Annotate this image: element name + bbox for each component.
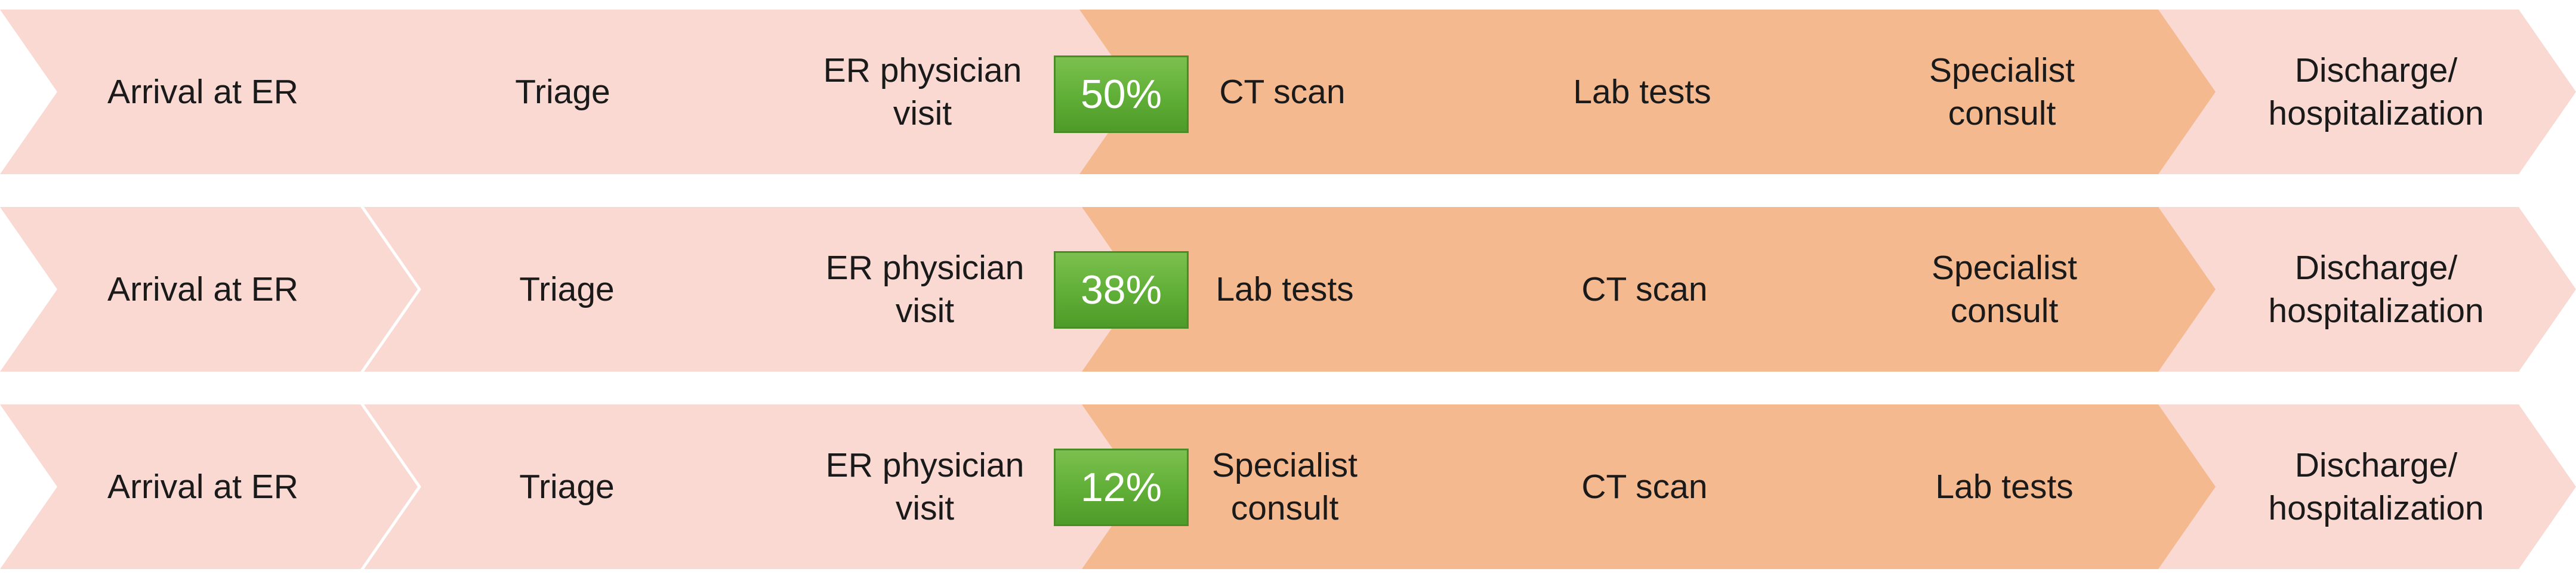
pathway-row-3: Arrival at ER Triage ER physician visit … <box>0 404 2576 569</box>
step-lab-tests: Lab tests <box>1801 404 2219 569</box>
step-label: Lab tests <box>1215 270 1354 308</box>
step-label: Arrival at ER <box>107 73 298 111</box>
percentage-badge: 12% <box>1054 449 1189 526</box>
step-label: Triage <box>515 73 610 111</box>
step-label: Discharge/ hospitalization <box>2268 51 2484 132</box>
step-label: Triage <box>519 468 615 506</box>
step-label: ER physician visit <box>825 446 1025 527</box>
step-arrival: Arrival at ER <box>0 404 418 569</box>
step-triage: Triage <box>364 404 782 569</box>
step-specialist-consult: Specialist consult <box>1801 207 2219 372</box>
percentage-badge: 38% <box>1054 251 1189 329</box>
pathway-row-1: Arrival at ER Triage ER physician visit … <box>0 10 2576 174</box>
step-label: CT scan <box>1219 73 1346 111</box>
step-ct-scan: CT scan <box>1442 404 1859 569</box>
step-label: Specialist consult <box>1932 249 2077 330</box>
step-label: ER physician visit <box>823 51 1022 132</box>
step-label: Specialist consult <box>1212 446 1358 527</box>
step-label: Lab tests <box>1935 468 2074 506</box>
step-discharge: Discharge/ hospitalization <box>2158 10 2576 174</box>
step-label: ER physician visit <box>825 249 1025 330</box>
step-label: Lab tests <box>1573 73 1711 111</box>
step-label: Discharge/ hospitalization <box>2268 249 2484 330</box>
percentage-badge: 50% <box>1054 55 1189 133</box>
step-discharge: Discharge/ hospitalization <box>2158 404 2576 569</box>
step-label: Triage <box>519 270 615 308</box>
step-label: Specialist consult <box>1929 51 2075 132</box>
step-label: Discharge/ hospitalization <box>2268 446 2484 527</box>
step-label: Arrival at ER <box>107 468 298 506</box>
step-triage: Triage <box>360 10 778 174</box>
step-label: Arrival at ER <box>107 270 298 308</box>
step-arrival: Arrival at ER <box>0 10 418 174</box>
step-label: CT scan <box>1581 270 1708 308</box>
pathway-row-2: Arrival at ER Triage ER physician visit … <box>0 207 2576 372</box>
step-label: CT scan <box>1581 468 1708 506</box>
step-triage: Triage <box>364 207 782 372</box>
step-lab-tests: Lab tests <box>1439 10 1857 174</box>
step-discharge: Discharge/ hospitalization <box>2158 207 2576 372</box>
step-arrival: Arrival at ER <box>0 207 418 372</box>
step-specialist-consult: Specialist consult <box>1799 10 2217 174</box>
step-ct-scan: CT scan <box>1442 207 1859 372</box>
